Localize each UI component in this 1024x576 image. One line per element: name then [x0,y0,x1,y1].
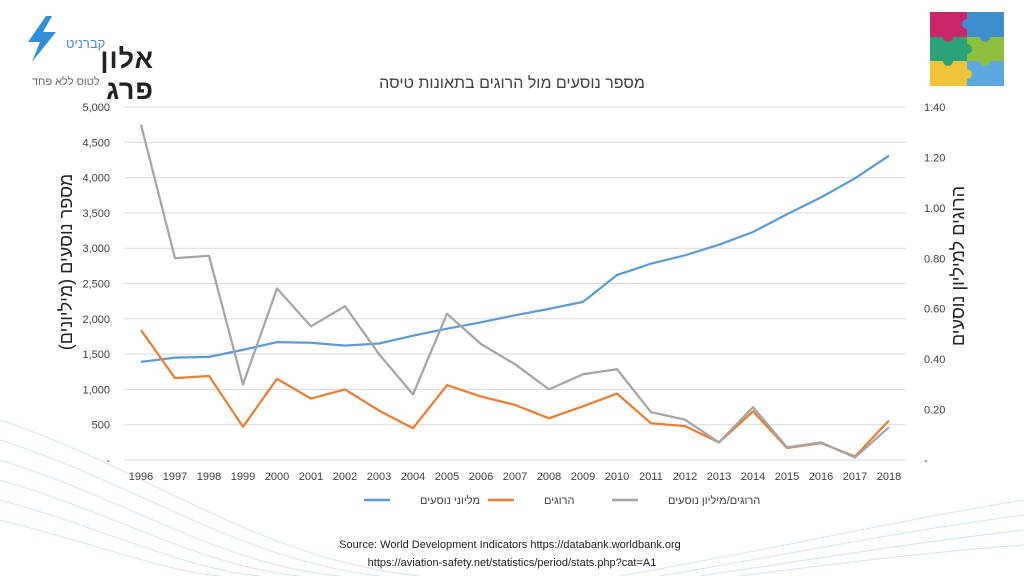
x-tick-label: 2008 [537,471,561,483]
y-tick-label: 1,000 [82,384,110,396]
y2-tick-label: 1.00 [924,203,945,215]
logo-name: אלון פרג [100,44,154,105]
y-tick-label: - [106,455,110,467]
x-tick-label: 2002 [333,471,357,483]
y2-tick-label: 1.40 [924,102,945,114]
x-tick-label: 2000 [265,471,289,483]
x-tick-label: 2009 [571,471,595,483]
y-tick-label: 2,000 [82,314,110,326]
chart-title: מספר נוסעים מול הרוגים בתאונות טיסה [379,74,645,92]
y-tick-label: 2,500 [82,279,110,291]
series-line-2 [140,329,890,458]
x-tick-label: 2003 [367,471,391,483]
legend-label-3: הרוגים/מיליון נוסעים [668,494,760,507]
y-tick-label: 4,500 [82,137,110,149]
x-tick-label: 2012 [673,471,697,483]
y2-tick-label: - [924,455,928,467]
y2-tick-label: 0.40 [924,354,945,366]
legend-label-2: הרוגים [544,495,574,507]
x-tick-label: 1998 [197,471,221,483]
logo-tagline: לטוס ללא פחד [32,76,100,88]
y2-axis-title: הרוגים למיליון נוסעים [948,186,968,346]
x-tick-label: 2010 [605,471,629,483]
x-tick-label: 1996 [129,471,153,483]
y-tick-label: 5,000 [82,102,110,114]
x-tick-label: 2018 [877,471,901,483]
x-tick-label: 2017 [843,471,867,483]
series-line-1 [140,154,890,364]
y-axis-title: מספר נוסעים (מיליונים) [56,174,76,351]
series-line-3 [139,124,890,459]
x-tick-label: 2011 [639,471,663,483]
y-tick-label: 4,000 [82,173,110,185]
y2-tick-label: 0.20 [924,405,945,417]
y-tick-label: 3,500 [82,208,110,220]
legend-label-1: מליוני נוסעים [420,494,480,507]
x-tick-label: 2004 [401,471,425,483]
source-line-2: https://aviation-safety.net/statistics/p… [367,557,657,569]
x-tick-label: 2015 [775,471,799,483]
source-line-1: Source: World Development Indicators htt… [339,539,681,551]
y2-tick-label: 0.60 [924,304,945,316]
y2-tick-label: 0.80 [924,253,945,265]
x-tick-label: 1999 [231,471,255,483]
brand-logo: קברניט אלון פרג לטוס ללא פחד [24,14,154,105]
x-tick-label: 2014 [741,471,765,483]
y-tick-label: 3,000 [82,243,110,255]
y-tick-label: 1,500 [82,349,110,361]
x-tick-label: 2001 [299,471,323,483]
puzzle-image [930,12,1004,86]
x-tick-label: 2007 [503,471,527,483]
y2-tick-label: 1.20 [924,152,945,164]
logo-small-text: קברניט [66,36,106,51]
y-tick-label: 500 [92,420,110,432]
x-tick-label: 2005 [435,471,459,483]
lightning-bolt-icon [28,16,56,62]
x-tick-label: 2013 [707,471,731,483]
x-tick-label: 2006 [469,471,493,483]
x-tick-label: 2016 [809,471,833,483]
x-tick-label: 1997 [163,471,187,483]
